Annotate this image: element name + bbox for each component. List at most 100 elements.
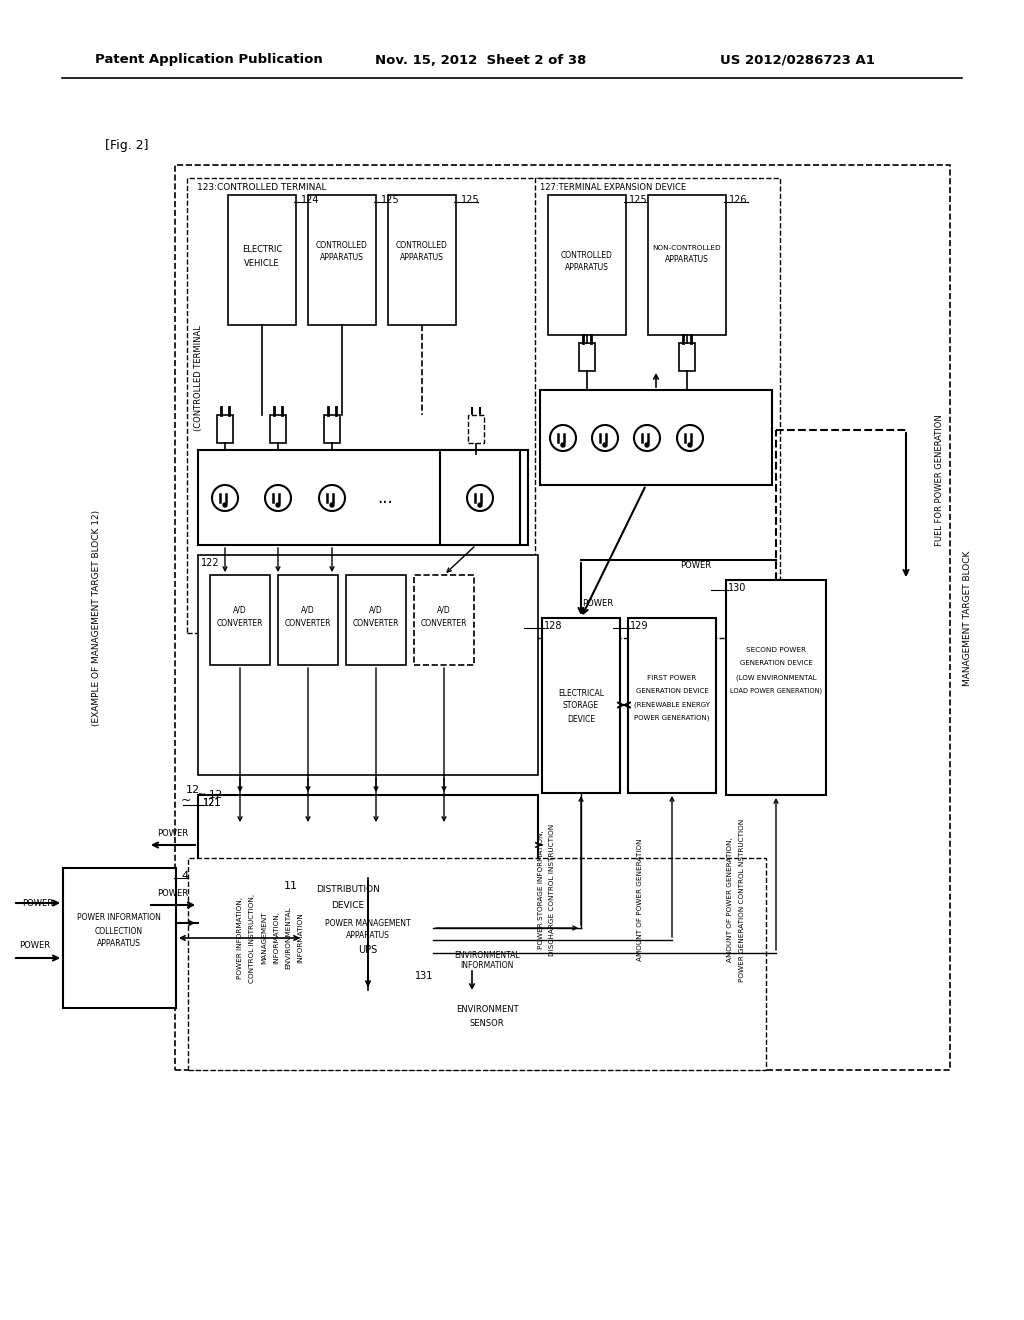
Text: US 2012/0286723 A1: US 2012/0286723 A1 [720, 54, 874, 66]
Bar [198, 554, 538, 775]
Text: POWER GENERATION): POWER GENERATION) [634, 714, 710, 721]
Text: CONTROLLED: CONTROLLED [316, 240, 368, 249]
Text: CONVERTER: CONVERTER [352, 619, 399, 627]
Bar [278, 576, 338, 665]
Text: 128: 128 [544, 620, 562, 631]
Text: GENERATION DEVICE: GENERATION DEVICE [739, 660, 812, 667]
Text: FUEL FOR POWER GENERATION: FUEL FOR POWER GENERATION [936, 414, 944, 546]
Text: APPARATUS: APPARATUS [565, 264, 609, 272]
Text: 12: 12 [186, 785, 200, 795]
Bar [187, 178, 622, 634]
Text: APPARATUS: APPARATUS [400, 252, 444, 261]
Text: 125: 125 [381, 195, 399, 205]
Text: CONTROLLED: CONTROLLED [396, 240, 447, 249]
Text: A/D: A/D [437, 606, 451, 615]
Bar [318, 925, 418, 975]
Text: ~: ~ [181, 793, 191, 807]
Text: STORAGE: STORAGE [563, 701, 599, 710]
Text: FIRST POWER: FIRST POWER [647, 675, 696, 681]
Text: ...: ... [377, 488, 393, 507]
Bar [535, 178, 780, 638]
Text: (RENEWABLE ENERGY: (RENEWABLE ENERGY [634, 702, 710, 709]
Text: 121: 121 [203, 799, 221, 808]
Text: ~ 12: ~ 12 [197, 789, 222, 800]
Bar [679, 343, 695, 371]
Text: 125: 125 [629, 195, 647, 205]
Text: POWER: POWER [680, 561, 712, 569]
Text: ENVIRONMENT: ENVIRONMENT [456, 1006, 518, 1015]
Text: MANAGEMENT TARGET BLOCK: MANAGEMENT TARGET BLOCK [964, 550, 973, 685]
Text: VEHICLE: VEHICLE [244, 259, 280, 268]
Circle shape [330, 503, 334, 507]
Text: SENSOR: SENSOR [470, 1019, 504, 1027]
Bar [63, 869, 176, 1008]
Text: ENVIRONMENTAL: ENVIRONMENTAL [285, 907, 291, 969]
Text: POWER: POWER [22, 899, 53, 908]
Bar [726, 579, 826, 795]
Text: 126: 126 [729, 195, 748, 205]
Circle shape [223, 503, 227, 507]
Text: CONVERTER: CONVERTER [217, 619, 263, 627]
Text: POWER INFORMATION,: POWER INFORMATION, [237, 898, 243, 979]
Bar [468, 414, 484, 444]
Text: 121: 121 [203, 799, 221, 808]
Text: POWER GENERATION CONTROL NSTRUCTION: POWER GENERATION CONTROL NSTRUCTION [739, 818, 745, 982]
Text: MANAGEMENT: MANAGEMENT [261, 912, 267, 965]
Text: POWER: POWER [583, 598, 613, 607]
Text: 122: 122 [201, 558, 219, 568]
Text: 131: 131 [415, 972, 433, 981]
Bar [388, 195, 456, 325]
Text: CONVERTER: CONVERTER [285, 619, 331, 627]
Text: APPARATUS: APPARATUS [321, 252, 364, 261]
Text: ELECTRICAL: ELECTRICAL [558, 689, 604, 697]
Bar [188, 858, 766, 1071]
Text: [Fig. 2]: [Fig. 2] [105, 139, 148, 152]
Text: 4: 4 [181, 871, 188, 880]
Text: POWER STORAGE INFORMATION,: POWER STORAGE INFORMATION, [538, 830, 544, 949]
Bar [175, 165, 950, 1071]
Text: (CONTROLLED TERMINAL: (CONTROLLED TERMINAL [195, 325, 204, 430]
Text: Patent Application Publication: Patent Application Publication [95, 54, 323, 66]
Text: ENVIRONMENTAL: ENVIRONMENTAL [455, 952, 520, 961]
Text: 127:TERMINAL EXPANSION DEVICE: 127:TERMINAL EXPANSION DEVICE [540, 183, 686, 193]
Text: DEVICE: DEVICE [332, 900, 365, 909]
Circle shape [561, 444, 565, 447]
Text: (LOW ENVIRONMENTAL: (LOW ENVIRONMENTAL [735, 675, 816, 681]
Text: POWER MANAGEMENT: POWER MANAGEMENT [326, 919, 411, 928]
Text: 125: 125 [461, 195, 479, 205]
Text: APPARATUS: APPARATUS [665, 256, 709, 264]
Text: UPS: UPS [358, 945, 378, 954]
Text: GENERATION DEVICE: GENERATION DEVICE [636, 688, 709, 694]
Circle shape [603, 444, 607, 447]
Bar [270, 414, 286, 444]
Circle shape [276, 503, 280, 507]
Bar [579, 343, 595, 371]
Bar [210, 576, 270, 665]
Bar [440, 450, 520, 545]
Circle shape [688, 444, 692, 447]
Circle shape [645, 444, 649, 447]
Bar [628, 618, 716, 793]
Text: POWER INFORMATION: POWER INFORMATION [77, 913, 161, 923]
Text: DISTRIBUTION: DISTRIBUTION [316, 886, 380, 895]
Bar [303, 878, 433, 993]
Text: 123:CONTROLLED TERMINAL: 123:CONTROLLED TERMINAL [197, 183, 327, 193]
Text: AMOUNT OF POWER GENERATION,: AMOUNT OF POWER GENERATION, [727, 838, 733, 962]
Text: SECOND POWER: SECOND POWER [746, 647, 806, 653]
Text: POWER: POWER [19, 941, 50, 950]
Text: ELECTRIC: ELECTRIC [242, 246, 283, 255]
Text: POWER: POWER [158, 829, 188, 837]
Bar [198, 795, 538, 990]
Bar [228, 195, 296, 325]
Text: INFORMATION,: INFORMATION, [273, 912, 279, 965]
Text: COLLECTION: COLLECTION [95, 927, 143, 936]
Text: A/D: A/D [233, 606, 247, 615]
Text: DEVICE: DEVICE [567, 714, 595, 723]
Bar [414, 576, 474, 665]
Bar [308, 195, 376, 325]
Text: A/D: A/D [301, 606, 314, 615]
Text: POWER: POWER [158, 888, 188, 898]
Text: APPARATUS: APPARATUS [97, 940, 141, 949]
Bar [648, 195, 726, 335]
Text: CONVERTER: CONVERTER [421, 619, 467, 627]
